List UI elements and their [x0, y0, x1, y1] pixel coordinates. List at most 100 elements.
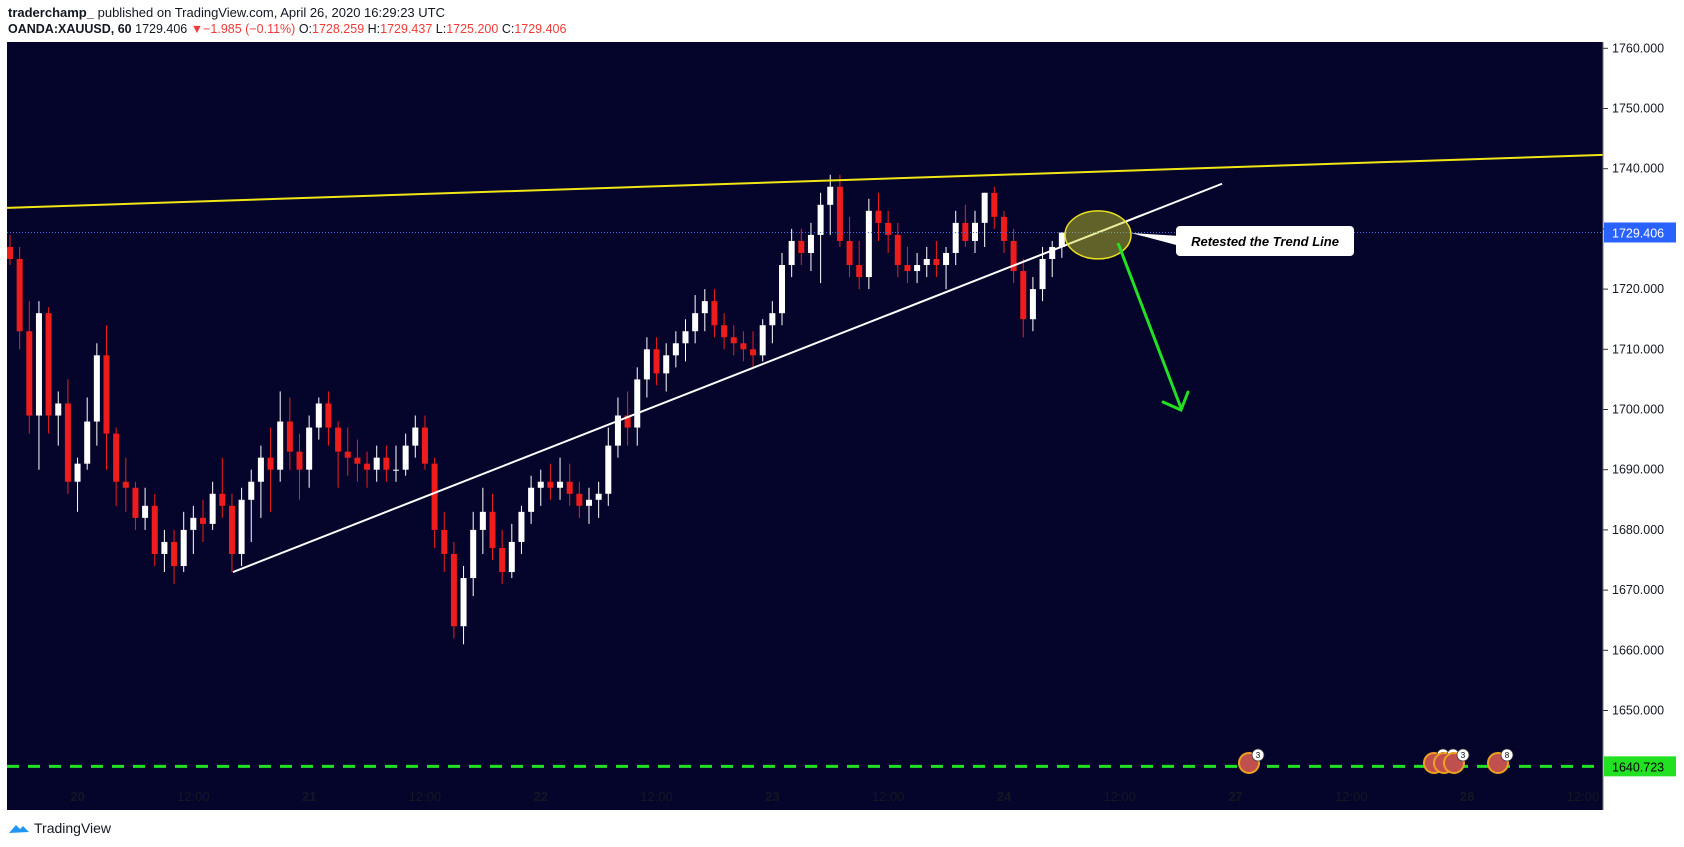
- candle-body: [113, 433, 120, 482]
- candle-body: [74, 463, 81, 482]
- candle-body: [122, 481, 129, 488]
- change-down-icon: ▼: [190, 22, 204, 36]
- candle-body: [200, 517, 206, 524]
- event-count: 8: [1505, 751, 1510, 760]
- trend-line: [232, 182, 1223, 573]
- event-count: 3: [1256, 751, 1261, 760]
- candle-body: [450, 553, 457, 627]
- candle-body: [972, 222, 978, 241]
- ohlc-line: OANDA:XAUUSD, 60 1729.406 ▼−1.985 (−0.11…: [8, 21, 566, 38]
- high-label: H:: [367, 22, 381, 36]
- candle-body: [190, 517, 197, 530]
- candle-body: [373, 457, 380, 470]
- candle-body: [286, 421, 293, 452]
- time-tick-label: 22: [534, 789, 548, 804]
- event-count-badge[interactable]: [1251, 748, 1265, 762]
- price-tick-label: 1670.000: [1612, 583, 1664, 597]
- support-price-tag: [1604, 756, 1676, 777]
- time-tick-label: 12:00: [1103, 789, 1136, 804]
- candle-body: [595, 493, 602, 500]
- candle-body: [701, 301, 708, 314]
- candle-body: [528, 487, 535, 512]
- candle-body: [624, 415, 631, 428]
- tradingview-brand: TradingView: [34, 820, 112, 836]
- time-tick-label: 12:00: [872, 789, 905, 804]
- candle-body: [364, 463, 371, 470]
- candle-body: [132, 487, 139, 518]
- current-price-tag: [1604, 222, 1676, 243]
- time-tick-label: 20: [70, 789, 84, 804]
- candle-body: [1020, 271, 1027, 320]
- candle-body: [209, 493, 216, 524]
- candle-body: [315, 403, 322, 428]
- candle-body: [846, 240, 853, 266]
- candle-body: [682, 331, 689, 344]
- candle-body: [277, 421, 284, 470]
- candle-body: [547, 481, 554, 488]
- candle-body: [894, 234, 901, 266]
- candle-body: [180, 529, 187, 567]
- candle-body: [460, 578, 467, 627]
- candle-body: [1010, 240, 1017, 272]
- price-tick-label: 1650.000: [1612, 704, 1664, 718]
- time-axis[interactable]: 12:00 20 12:00 21 12:00 22 12:00 23 12:00 24 12:00…: [0, 789, 1684, 804]
- candle-body: [769, 313, 776, 326]
- chart-header: traderchamp_ published on TradingView.co…: [8, 4, 566, 38]
- candle-body: [798, 240, 805, 253]
- candle-body: [643, 349, 650, 380]
- forecast-arrow-head: [1161, 390, 1190, 413]
- candle-body: [865, 210, 872, 278]
- candle-body: [566, 481, 573, 494]
- candle-body: [257, 457, 264, 482]
- candle-body: [161, 541, 168, 554]
- candle-body: [344, 451, 351, 458]
- candle-body: [1029, 289, 1036, 320]
- candle-body: [779, 265, 785, 314]
- price-axis[interactable]: 1650.000 1660.000 1670.000 1680.000 1690.000…: [1602, 41, 1676, 810]
- event-count: 3: [1461, 751, 1466, 760]
- author-name[interactable]: traderchamp_: [8, 5, 94, 20]
- candle-body: [441, 529, 448, 554]
- time-tick-label: 12:00: [409, 789, 442, 804]
- candle-body: [431, 463, 438, 530]
- symbol-label: OANDA:XAUUSD, 60: [8, 22, 132, 36]
- candle-body: [692, 313, 699, 332]
- candle-body: [267, 457, 274, 470]
- candle-body: [952, 222, 959, 253]
- candle-body: [730, 337, 737, 344]
- event-count-badge[interactable]: [1500, 748, 1514, 762]
- time-tick-label: 27: [1228, 789, 1242, 804]
- price-tick-label: 1680.000: [1612, 523, 1664, 537]
- candle-body: [836, 186, 843, 241]
- tradingview-logo[interactable]: TradingView: [8, 820, 111, 836]
- high-value: 1729.437: [380, 22, 433, 36]
- candle-body: [142, 505, 149, 518]
- candle-body: [711, 301, 718, 326]
- close-label: C:: [501, 22, 515, 36]
- candle-body: [171, 541, 178, 567]
- time-tick-label: 23: [765, 789, 779, 804]
- candle-body: [219, 493, 226, 506]
- candle-body: [721, 325, 728, 338]
- price-tick-label: 1750.000: [1612, 102, 1664, 116]
- callout-box: [1176, 226, 1354, 256]
- candle-body: [1058, 232, 1065, 247]
- candle-body: [84, 421, 91, 464]
- candle-body: [248, 481, 255, 500]
- candle-body: [586, 499, 592, 506]
- open-value: 1728.259: [312, 22, 365, 36]
- candle-body: [614, 415, 621, 446]
- callout-text: Retested the Trend Line: [1191, 234, 1339, 249]
- candle-body: [904, 265, 911, 272]
- resistance-line: [6, 153, 1604, 209]
- publish-line: traderchamp_ published on TradingView.co…: [8, 4, 566, 21]
- candle-body: [827, 186, 834, 205]
- event-count-badge[interactable]: [1456, 748, 1470, 762]
- candle-body: [306, 427, 313, 470]
- price-tick-label: 1760.000: [1612, 41, 1664, 55]
- candle-body: [981, 192, 988, 223]
- candle-body: [325, 403, 332, 428]
- candle-body: [412, 427, 419, 446]
- candle-body: [557, 481, 564, 488]
